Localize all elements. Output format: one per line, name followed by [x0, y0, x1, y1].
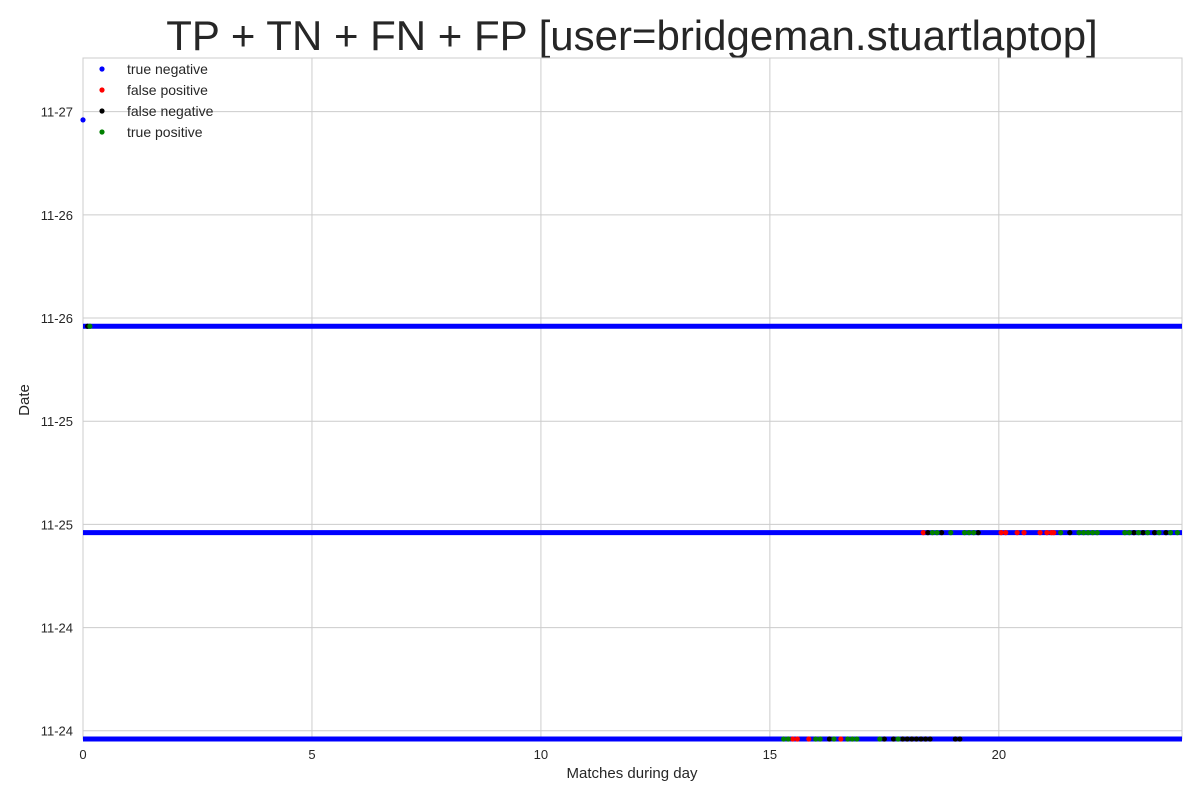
series-true-positive — [87, 323, 1181, 742]
data-point — [87, 323, 93, 329]
data-point — [1003, 530, 1009, 536]
data-point — [938, 530, 945, 536]
data-point — [895, 736, 901, 742]
legend-marker — [99, 87, 105, 93]
data-point — [922, 736, 929, 742]
data-point — [785, 736, 791, 742]
grid-lines — [82, 58, 1182, 739]
data-point — [1058, 530, 1064, 536]
y-tick-label: 11-26 — [41, 208, 73, 223]
data-point — [925, 530, 931, 536]
x-tick-labels: 0 5 10 15 20 — [79, 747, 1006, 762]
x-tick-label: 20 — [992, 747, 1006, 762]
data-point — [913, 736, 920, 742]
data-point — [890, 736, 897, 742]
data-point — [1135, 530, 1142, 536]
legend-entry: true positive — [127, 124, 203, 140]
y-tick-labels: 11-24 11-24 11-25 11-25 11-26 11-26 11-27 — [41, 105, 73, 739]
data-point — [1126, 530, 1132, 536]
data-point — [1090, 530, 1096, 536]
data-point — [1094, 530, 1100, 536]
legend-marker — [99, 108, 105, 114]
data-point — [971, 530, 977, 536]
y-tick-label: 11-24 — [41, 724, 73, 739]
data-point — [1021, 530, 1027, 536]
series-layer — [80, 117, 1182, 742]
data-point — [918, 736, 924, 742]
data-point — [849, 736, 855, 742]
data-point — [781, 736, 787, 742]
x-tick-label: 5 — [308, 747, 315, 762]
y-tick-label: 11-24 — [41, 621, 73, 636]
data-point — [1080, 530, 1087, 536]
data-point — [961, 530, 968, 536]
data-point — [927, 736, 933, 742]
x-tick-label: 10 — [534, 747, 548, 762]
x-tick-label: 0 — [79, 747, 86, 762]
y-tick-label: 11-26 — [41, 311, 73, 326]
series-false-positive — [790, 530, 1057, 742]
data-point — [1014, 530, 1020, 536]
y-tick-label: 11-25 — [41, 517, 73, 532]
data-point — [1037, 530, 1043, 536]
data-point — [806, 736, 812, 742]
data-point — [831, 736, 837, 742]
data-point — [813, 736, 819, 742]
legend: true negative false positive false negativ… — [99, 61, 214, 140]
data-point — [934, 530, 940, 536]
data-point — [826, 736, 833, 742]
data-point — [952, 736, 958, 742]
data-point — [900, 736, 906, 742]
data-point — [1051, 530, 1057, 536]
data-point — [948, 530, 954, 536]
data-point — [1122, 530, 1128, 536]
data-point — [1085, 530, 1091, 536]
data-point — [1145, 530, 1151, 536]
data-point — [909, 736, 915, 742]
data-point — [975, 530, 981, 536]
data-point — [790, 736, 796, 742]
data-point — [904, 736, 910, 742]
chart-title: TP + TN + FN + FP [user=bridgeman.stuart… — [166, 12, 1097, 59]
legend-entry: false negative — [127, 103, 214, 119]
data-point — [838, 736, 844, 742]
data-point — [1156, 530, 1162, 536]
x-tick-label: 15 — [763, 747, 777, 762]
data-point — [1151, 530, 1158, 536]
data-point — [966, 530, 972, 536]
x-axis-label: Matches during day — [567, 765, 698, 782]
data-point — [817, 736, 823, 742]
plot-area-border — [82, 57, 1183, 740]
data-point — [80, 117, 86, 123]
data-point — [1131, 530, 1137, 536]
data-point — [998, 530, 1004, 536]
series-false-negative — [84, 323, 1169, 742]
data-point — [1140, 530, 1146, 536]
legend-entry: true negative — [127, 61, 208, 77]
data-point — [1174, 530, 1181, 536]
data-point — [1167, 530, 1174, 536]
data-point — [1044, 530, 1050, 536]
data-point — [1163, 530, 1169, 536]
data-point — [794, 736, 800, 742]
data-point — [881, 736, 887, 742]
data-point — [877, 736, 883, 742]
data-point — [920, 530, 926, 536]
y-tick-label: 11-25 — [41, 414, 73, 429]
legend-entry: false positive — [127, 82, 208, 98]
data-point — [854, 736, 860, 742]
data-point — [957, 736, 963, 742]
data-point — [845, 736, 851, 742]
y-axis-label: Date — [16, 384, 33, 416]
series-true-negative — [80, 117, 1182, 742]
data-point — [1067, 530, 1073, 536]
data-point — [929, 530, 936, 536]
legend-marker — [99, 66, 105, 72]
data-point — [1076, 530, 1082, 536]
legend-marker — [99, 129, 105, 135]
y-tick-label: 11-27 — [41, 105, 73, 120]
